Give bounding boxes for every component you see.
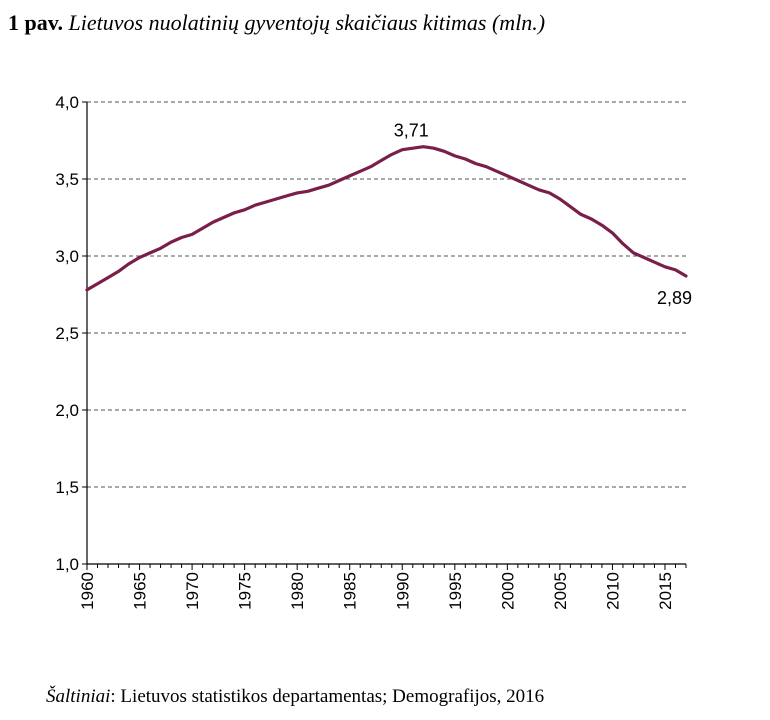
y-tick-label: 1,5 bbox=[55, 478, 79, 497]
y-tick-label: 4,0 bbox=[55, 93, 79, 112]
data-label: 3,71 bbox=[394, 121, 429, 141]
x-tick-label: 1970 bbox=[183, 572, 202, 610]
source-text: : Lietuvos statistikos departamentas; De… bbox=[110, 686, 545, 707]
y-tick-label: 2,0 bbox=[55, 401, 79, 420]
x-tick-label: 1985 bbox=[341, 572, 360, 610]
x-tick-label: 2005 bbox=[551, 572, 570, 610]
source-label: Šaltiniai bbox=[46, 686, 111, 707]
x-tick-label: 1990 bbox=[393, 572, 412, 610]
x-tick-label: 2015 bbox=[656, 572, 675, 610]
x-tick-label: 1975 bbox=[236, 572, 255, 610]
x-tick-label: 1960 bbox=[78, 572, 97, 610]
figure-caption: Lietuvos nuolatinių gyventojų skaičiaus … bbox=[68, 10, 546, 35]
x-tick-label: 2010 bbox=[603, 572, 622, 610]
x-tick-label: 1995 bbox=[446, 572, 465, 610]
line-chart: 1,0 1,5 2,0 2,5 3,0 3,5 4,0 1960 1965 1970 1975 198… bbox=[55, 93, 692, 610]
y-tick-label: 3,0 bbox=[55, 247, 79, 266]
x-tick-label: 2000 bbox=[498, 572, 517, 610]
data-label: 2,89 bbox=[657, 288, 692, 308]
y-tick-label: 1,0 bbox=[55, 555, 79, 574]
population-line bbox=[85, 145, 688, 292]
x-tick-label: 1980 bbox=[288, 572, 307, 610]
chart-title: 1 pav. Lietuvos nuolatinių gyventojų ska… bbox=[8, 10, 545, 36]
source-note: Šaltiniai: Lietuvos statistikos departam… bbox=[46, 686, 544, 708]
figure-number: 1 pav. bbox=[8, 10, 64, 35]
x-tick-label: 1965 bbox=[131, 572, 150, 610]
y-tick-label: 2,5 bbox=[55, 324, 79, 343]
y-tick-label: 3,5 bbox=[55, 170, 79, 189]
